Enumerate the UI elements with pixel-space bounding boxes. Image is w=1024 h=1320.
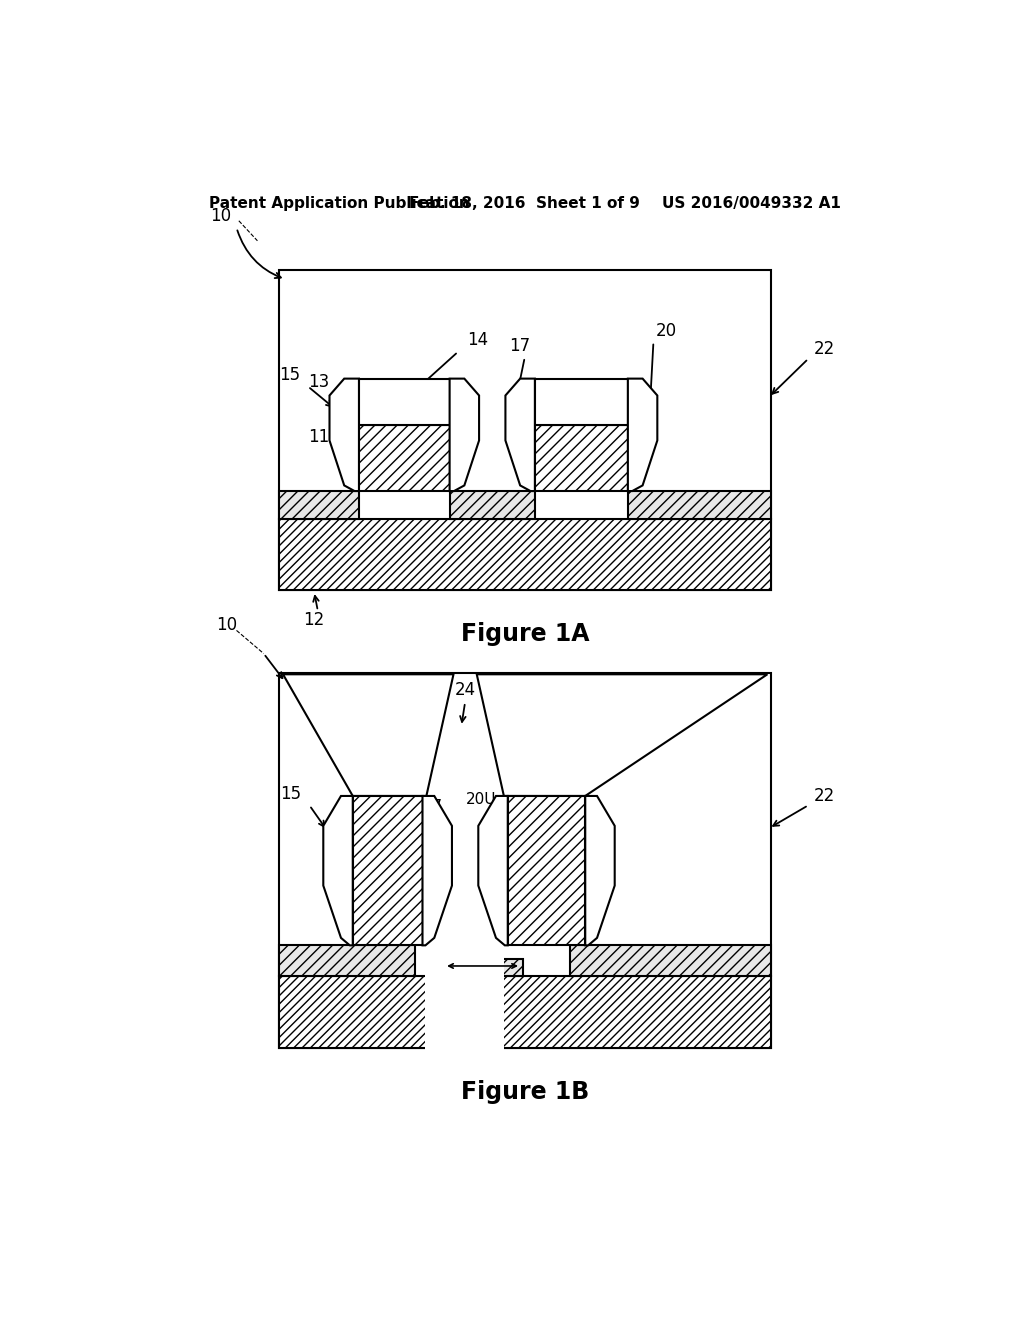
Polygon shape — [478, 796, 508, 945]
Text: 20: 20 — [655, 322, 677, 339]
Bar — [280, 519, 771, 590]
Text: 10: 10 — [216, 616, 237, 634]
Polygon shape — [450, 379, 479, 491]
Polygon shape — [423, 796, 452, 945]
Bar — [280, 271, 771, 590]
Text: 24: 24 — [455, 681, 476, 698]
Bar — [425, 944, 504, 1096]
Bar — [280, 977, 771, 1048]
Text: 23: 23 — [515, 894, 537, 912]
Bar — [535, 425, 628, 491]
Text: Figure 1A: Figure 1A — [461, 622, 589, 647]
Bar — [569, 945, 771, 977]
Text: 14: 14 — [467, 331, 488, 348]
Bar — [280, 673, 771, 1048]
Bar — [359, 425, 450, 491]
Text: 22: 22 — [814, 341, 836, 358]
Text: US 2016/0049332 A1: US 2016/0049332 A1 — [663, 195, 841, 211]
Bar — [352, 796, 423, 945]
Bar — [442, 960, 523, 977]
Polygon shape — [477, 675, 767, 796]
Bar — [280, 491, 359, 519]
Text: 17: 17 — [421, 797, 442, 816]
Bar — [628, 491, 771, 519]
Text: Feb. 18, 2016  Sheet 1 of 9: Feb. 18, 2016 Sheet 1 of 9 — [410, 195, 640, 211]
Text: 20: 20 — [487, 814, 509, 832]
Text: 15: 15 — [279, 366, 300, 384]
Polygon shape — [628, 379, 657, 491]
Bar — [508, 796, 586, 945]
Bar — [359, 379, 450, 425]
Text: 10: 10 — [210, 207, 231, 226]
Text: 22: 22 — [814, 787, 836, 805]
Text: Patent Application Publication: Patent Application Publication — [209, 195, 470, 211]
Bar — [280, 945, 415, 977]
Bar — [535, 379, 628, 425]
Text: 13: 13 — [308, 372, 330, 391]
Text: 11: 11 — [308, 429, 330, 446]
Text: 12: 12 — [303, 611, 325, 630]
Text: 17: 17 — [509, 338, 530, 355]
Polygon shape — [283, 675, 454, 796]
Polygon shape — [586, 796, 614, 945]
Polygon shape — [506, 379, 535, 491]
Text: Figure 1B: Figure 1B — [461, 1080, 589, 1105]
Text: 15: 15 — [281, 785, 302, 804]
Bar — [450, 491, 535, 519]
Text: 20U: 20U — [466, 792, 497, 808]
Polygon shape — [324, 796, 352, 945]
Polygon shape — [330, 379, 359, 491]
